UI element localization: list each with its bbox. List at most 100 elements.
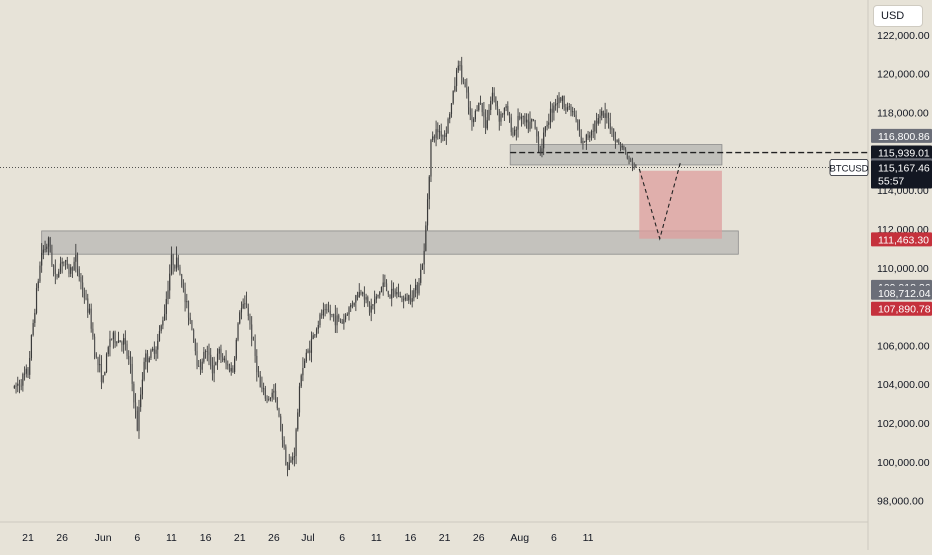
candle-body [537, 136, 540, 150]
candle [162, 316, 164, 330]
candle [450, 103, 453, 118]
candle [442, 134, 444, 142]
candle-body [223, 358, 225, 361]
candle-body [15, 385, 17, 387]
candle-body [285, 446, 287, 466]
candle [220, 344, 222, 364]
candle-body [368, 302, 371, 313]
candle-body [309, 350, 311, 353]
candle-body [370, 305, 372, 313]
candle-body [13, 385, 15, 389]
candle [483, 101, 485, 128]
candle [302, 357, 304, 382]
candle-body [179, 267, 181, 275]
candle-body [611, 128, 613, 130]
candle-body [486, 120, 488, 129]
candle-body [500, 113, 502, 122]
x-tick-label: 21 [234, 532, 246, 544]
candle [274, 383, 277, 403]
candle [143, 357, 145, 382]
candle-body [274, 390, 277, 398]
candle-body [22, 373, 24, 386]
candle-body [73, 261, 75, 271]
candle-body [430, 140, 432, 177]
candle [42, 245, 44, 260]
candle [420, 263, 422, 286]
candle-body [203, 351, 205, 362]
candle [32, 319, 34, 337]
x-tick-label: 11 [166, 532, 177, 544]
candle [203, 347, 205, 364]
candle [150, 348, 152, 360]
candle-body [145, 353, 147, 362]
candle-body [529, 121, 531, 130]
candle-body [225, 358, 227, 365]
candle [363, 286, 365, 308]
candle [117, 331, 120, 344]
resistance-zone [509, 144, 723, 166]
candle-body [194, 338, 196, 352]
price-label-box [871, 160, 932, 189]
candle [295, 427, 297, 465]
candle-body [64, 260, 67, 262]
candle [128, 350, 130, 365]
candle-body [403, 299, 405, 301]
candle-body [384, 282, 386, 284]
candle-body [329, 310, 331, 315]
candle [298, 382, 301, 417]
candle-body [476, 110, 478, 112]
candle [338, 313, 340, 322]
candle-body [459, 65, 461, 67]
candle-body [196, 351, 198, 366]
candle [582, 137, 584, 150]
candle-body [66, 260, 68, 266]
candle [534, 119, 536, 130]
candle [556, 95, 558, 113]
candle [249, 313, 251, 330]
candle [628, 155, 630, 165]
price-label-text: 111,463.30 [878, 234, 929, 246]
x-tick-label: Aug [510, 532, 529, 544]
candle [286, 461, 289, 477]
candle [440, 123, 442, 143]
candle-body [531, 119, 533, 122]
candle-body [76, 254, 79, 269]
candle-body [302, 367, 304, 376]
candle [76, 252, 79, 277]
y-tick-label: 110,000.00 [877, 263, 929, 275]
candle [83, 287, 85, 304]
candle [601, 107, 603, 121]
candle [522, 115, 524, 125]
candle-body [527, 119, 529, 130]
candle-body [444, 135, 446, 137]
candle [34, 308, 36, 327]
candle-body [46, 246, 48, 249]
candle-body [300, 375, 302, 387]
candle [75, 243, 77, 273]
candle-body [534, 119, 536, 129]
candle-body [379, 292, 381, 295]
candle [56, 273, 58, 280]
candle [409, 284, 412, 305]
currency-selector[interactable]: USD [873, 5, 923, 27]
candle-body [95, 353, 97, 358]
candle [423, 243, 425, 275]
candle [391, 280, 393, 307]
candle-body [29, 358, 31, 375]
candle [30, 334, 33, 361]
candle-body [391, 288, 393, 299]
candle-body [336, 315, 338, 326]
candle [327, 301, 330, 313]
candle-body [263, 388, 265, 390]
symbol-tag-box [829, 159, 869, 176]
candle-body [387, 290, 389, 295]
candle-body [607, 118, 610, 124]
candle-body [375, 296, 377, 300]
candle-body [114, 332, 116, 343]
candle-body [158, 330, 161, 341]
candle [167, 280, 169, 305]
candle [273, 384, 275, 400]
candle [234, 356, 236, 374]
